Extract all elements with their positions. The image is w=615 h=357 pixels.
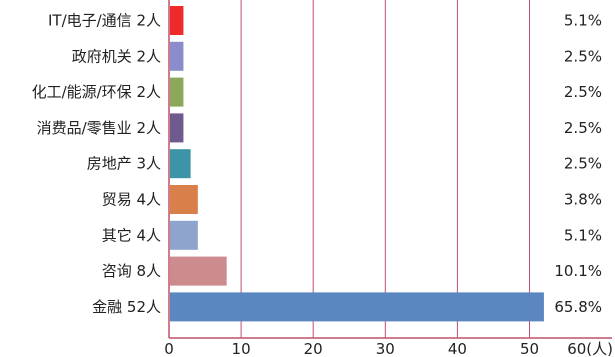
x-tick-label-3: 30 <box>376 340 395 357</box>
bar-3 <box>170 113 184 143</box>
percent-label-3: 2.5% <box>564 119 602 137</box>
bar-5 <box>170 185 198 214</box>
axes <box>168 0 612 339</box>
category-label-8: 金融 52人 <box>92 298 161 316</box>
percent-label-5: 3.8% <box>564 191 602 209</box>
x-tick-label-1: 10 <box>232 340 251 357</box>
bar-2 <box>170 77 184 107</box>
percent-labels: 5.1% 2.5% 2.5% 2.5% 2.5% 3.8% 5.1% 10.1% 65.8% <box>554 12 602 316</box>
bars <box>170 6 544 322</box>
percent-label-7: 10.1% <box>554 262 602 280</box>
category-label-7: 咨询 8人 <box>102 262 161 280</box>
x-tick-label-2: 20 <box>304 340 323 357</box>
category-label-6: 其它 4人 <box>102 226 161 244</box>
bar-1 <box>170 41 184 71</box>
x-tick-label-4: 40 <box>448 340 467 357</box>
percent-label-1: 2.5% <box>564 47 602 65</box>
x-tick-label-0: 0 <box>164 340 174 357</box>
category-label-2: 化工/能源/环保 2人 <box>32 83 161 101</box>
bar-7 <box>170 256 227 286</box>
percent-label-4: 2.5% <box>564 155 602 173</box>
category-label-4: 房地产 3人 <box>87 155 161 173</box>
bar-6 <box>170 220 198 250</box>
x-tick-label-6: 60(人) <box>567 340 613 357</box>
bar-0 <box>170 6 184 35</box>
category-label-3: 消费品/零售业 2人 <box>37 119 161 137</box>
category-label-5: 贸易 4人 <box>102 191 161 209</box>
bar-4 <box>170 149 191 179</box>
x-tick-label-5: 50 <box>520 340 539 357</box>
category-label-0: IT/电子/通信 2人 <box>48 12 161 30</box>
grid-lines <box>240 0 530 338</box>
percent-label-0: 5.1% <box>564 12 602 30</box>
percent-label-6: 5.1% <box>564 226 602 244</box>
x-tick-labels: 0 10 20 30 40 50 60(人) <box>164 340 613 357</box>
bar-8 <box>170 292 544 322</box>
category-label-1: 政府机关 2人 <box>72 47 161 65</box>
percent-label-2: 2.5% <box>564 83 602 101</box>
percent-label-8: 65.8% <box>554 298 602 316</box>
